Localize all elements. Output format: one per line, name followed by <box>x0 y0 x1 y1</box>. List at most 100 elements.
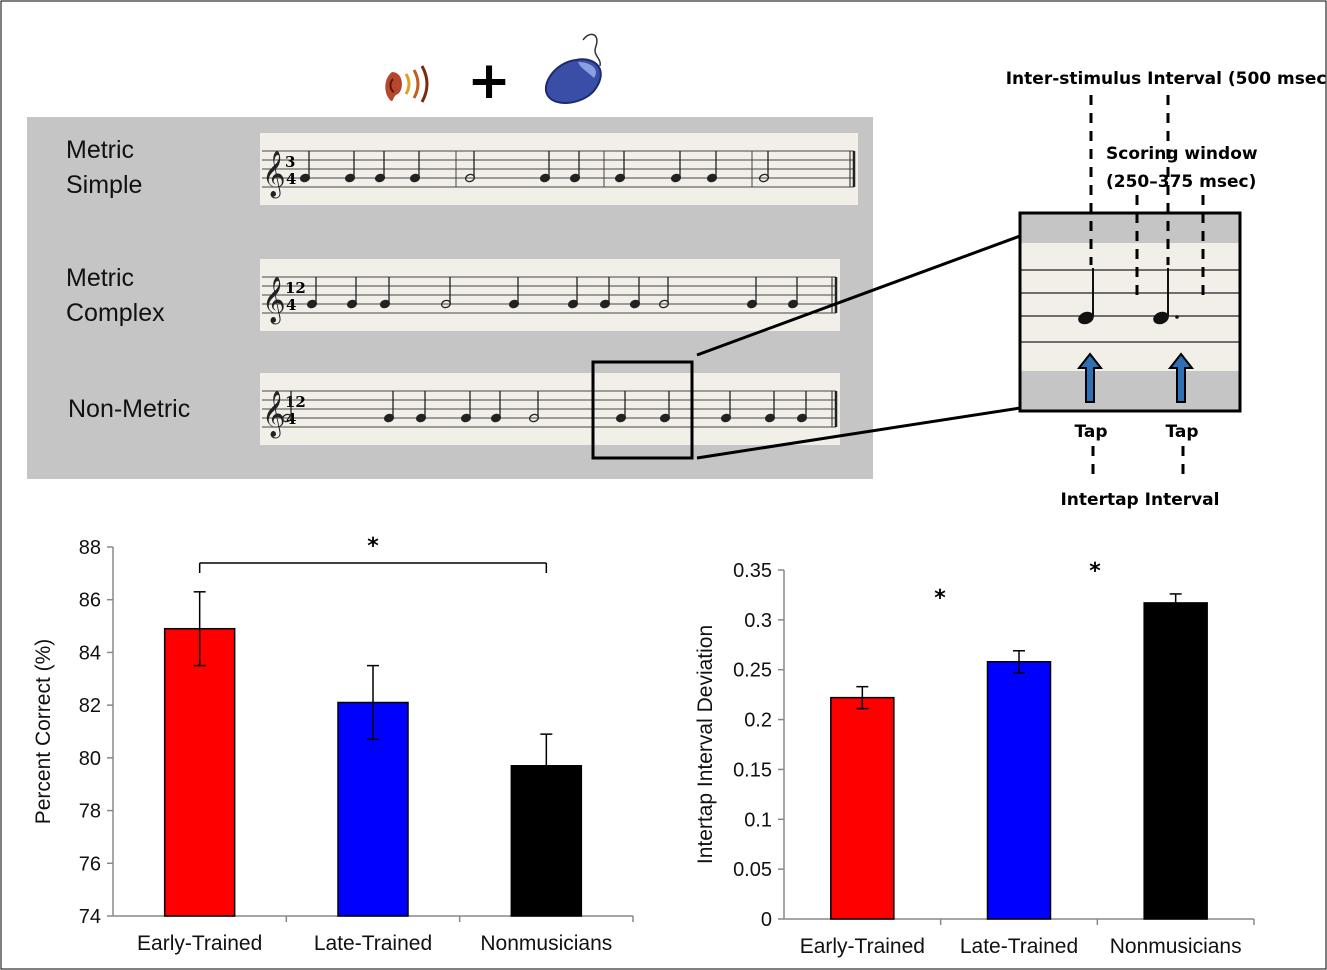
y-tick-label: 86 <box>79 590 101 612</box>
note <box>374 151 386 183</box>
bar <box>1143 602 1208 920</box>
y-tick-label: 0.2 <box>744 710 772 732</box>
score-row: 𝄞 34 <box>260 133 858 205</box>
condition-label: Metric <box>66 264 134 292</box>
y-tick-label: 0.35 <box>733 560 772 582</box>
bar <box>830 696 895 920</box>
note <box>299 151 311 183</box>
treble-clef-icon: 𝄞 <box>262 391 286 439</box>
note <box>464 151 476 183</box>
significance-star: * <box>934 586 946 611</box>
treble-clef-icon: 𝄞 <box>262 151 286 199</box>
note <box>614 151 626 183</box>
x-tick-label: Nonmusicians <box>1110 935 1242 958</box>
note <box>415 391 427 423</box>
time-signature-top: 12 <box>285 393 306 411</box>
y-tick-label: 0.05 <box>733 859 772 881</box>
y-axis-label: Percent Correct (%) <box>32 639 55 825</box>
x-tick-label: Early-Trained <box>800 935 925 958</box>
note <box>796 391 808 423</box>
y-tick-label: 80 <box>79 748 101 770</box>
bar <box>163 627 236 917</box>
y-tick-label: 0.15 <box>733 759 772 781</box>
note <box>440 277 452 309</box>
intertap-deviation-chart: 0 0.05 0.1 0.15 0.2 0.25 0.3 0.35 Early-Trained L… <box>694 559 1255 958</box>
error-bar <box>540 733 553 799</box>
tap-label-2: Tap <box>1165 422 1198 442</box>
y-tick-label: 0.25 <box>733 660 772 682</box>
error-bar <box>193 591 206 667</box>
error-bar <box>367 664 379 741</box>
y-tick-label: 0 <box>761 909 772 931</box>
x-tick-label: Nonmusicians <box>480 932 612 955</box>
treble-clef-icon: 𝄞 <box>262 277 286 325</box>
note <box>758 151 770 183</box>
condition-label-line2: Complex <box>66 299 165 327</box>
plus-sign: + <box>467 51 511 111</box>
scoring-window-label: Scoring window <box>1106 144 1258 164</box>
note <box>706 151 718 183</box>
inset-panel <box>1018 211 1242 413</box>
note <box>306 277 318 309</box>
zoom-line-top <box>696 234 1021 357</box>
bar <box>986 660 1052 920</box>
percent-correct-chart: 74 76 78 80 82 84 86 88 Early-Trained Late-Traine… <box>32 534 634 955</box>
y-tick-label: 0.3 <box>744 610 772 632</box>
note <box>344 151 356 183</box>
note <box>490 391 502 423</box>
note <box>659 391 671 423</box>
note <box>460 391 472 423</box>
note <box>629 277 641 309</box>
tap-arrow-2 <box>1167 352 1195 403</box>
score-row: 𝄞 124 <box>260 373 840 445</box>
note <box>746 277 758 309</box>
zoom-line-bottom <box>696 406 1021 460</box>
y-tick-label: 82 <box>79 695 101 717</box>
y-tick-label: 76 <box>79 853 101 875</box>
ear-icon <box>385 65 429 103</box>
y-tick-label: 84 <box>79 642 101 664</box>
note <box>383 391 395 423</box>
error-bar <box>856 685 869 710</box>
note <box>599 277 611 309</box>
condition-label: Metric <box>66 136 134 164</box>
note <box>567 277 579 309</box>
zoom-box <box>591 360 694 460</box>
note <box>528 391 540 423</box>
time-signature-top: 12 <box>285 279 306 297</box>
note <box>569 151 581 183</box>
condition-label-line2: Simple <box>66 171 142 199</box>
note <box>658 277 670 309</box>
y-tick-label: 0.1 <box>744 809 772 831</box>
y-tick-label: 78 <box>79 801 101 823</box>
condition-label: Non-Metric <box>68 395 190 423</box>
score-row: 𝄞 124 <box>260 259 840 331</box>
note <box>281 391 293 423</box>
note <box>539 151 551 183</box>
x-tick-label: Late-Trained <box>314 932 432 955</box>
note <box>720 391 732 423</box>
isi-label: Inter-stimulus Interval (500 msec) <box>1006 69 1327 89</box>
note <box>379 277 391 309</box>
error-bar <box>1013 650 1025 674</box>
y-axis-label: Intertap Interval Deviation <box>694 625 717 864</box>
note <box>409 151 421 183</box>
significance-star: * <box>367 534 379 559</box>
x-tick-label: Late-Trained <box>960 935 1078 958</box>
error-bar <box>1169 593 1182 613</box>
x-tick-label: Early-Trained <box>137 932 262 955</box>
significance-star: * <box>1089 559 1101 584</box>
note <box>508 277 520 309</box>
scoring-window-range: (250–375 msec) <box>1106 172 1256 192</box>
note <box>346 277 358 309</box>
time-signature-top: 3 <box>285 153 295 171</box>
time-signature-bottom: 4 <box>286 170 296 188</box>
note <box>670 151 682 183</box>
intertap-interval-label: Intertap Interval <box>1060 490 1219 510</box>
tap-label-1: Tap <box>1074 422 1107 442</box>
note <box>615 391 627 423</box>
y-tick-label: 88 <box>79 537 101 559</box>
note <box>764 391 776 423</box>
